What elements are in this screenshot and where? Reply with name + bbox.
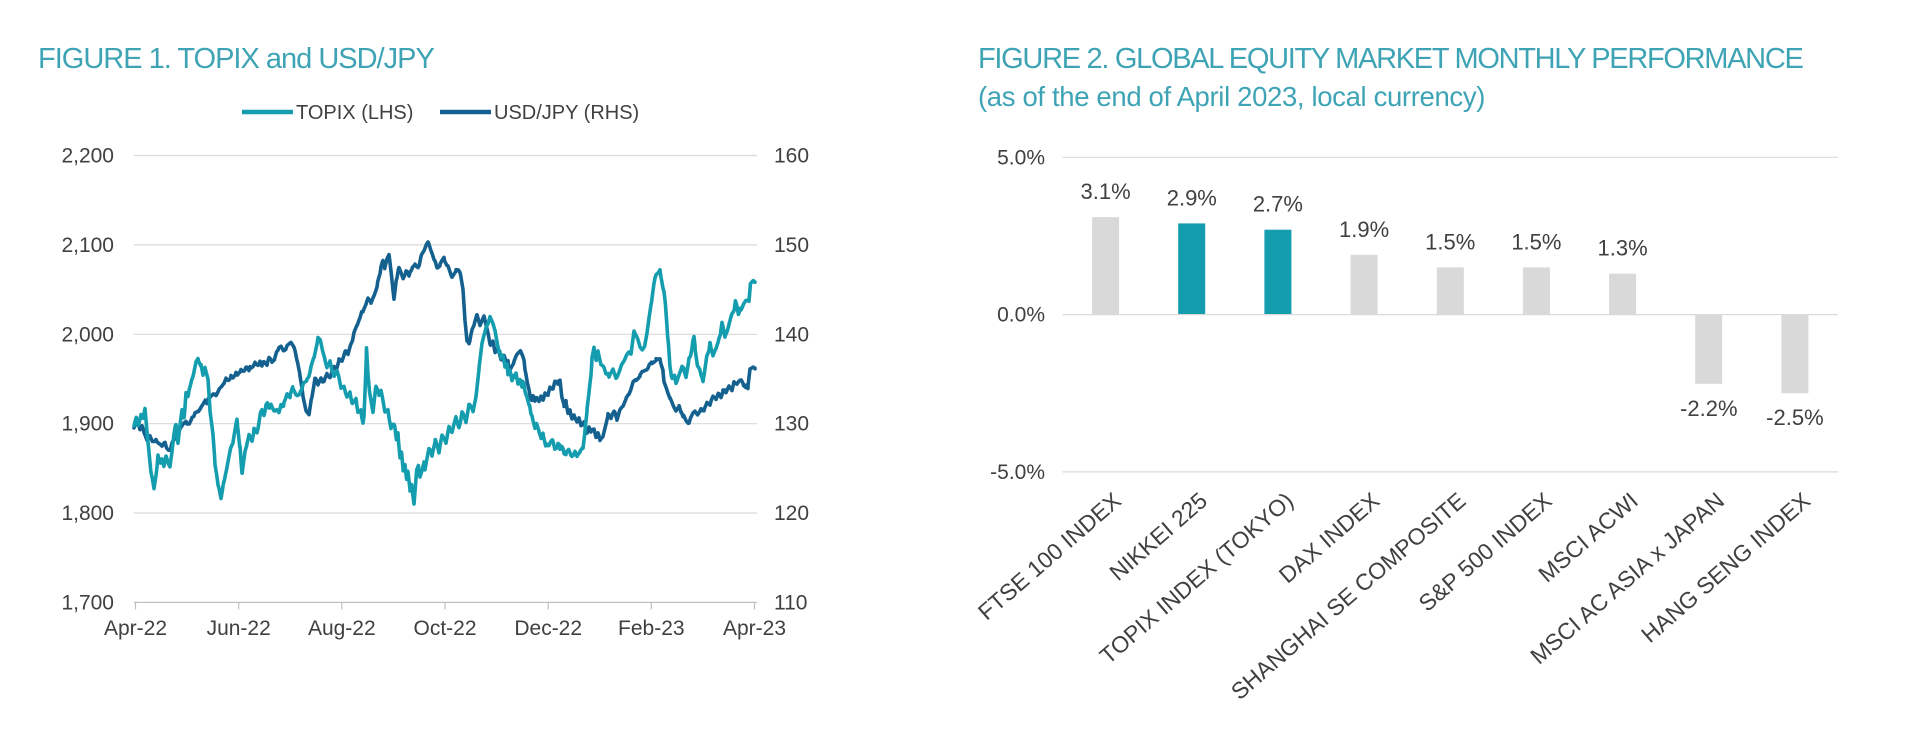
svg-text:140: 140 [774,323,809,346]
svg-text:0.0%: 0.0% [997,304,1045,327]
svg-text:(as of the end of April 2023,: (as of the end of April 2023, local curr… [978,81,1485,112]
svg-text:Feb-23: Feb-23 [618,617,685,640]
svg-text:2.7%: 2.7% [1253,192,1303,217]
svg-text:1.5%: 1.5% [1511,229,1561,254]
svg-text:TOPIX (LHS): TOPIX (LHS) [296,102,413,124]
svg-text:130: 130 [774,413,809,436]
svg-text:USD/JPY (RHS): USD/JPY (RHS) [494,102,639,124]
svg-text:Jun-22: Jun-22 [207,617,271,640]
svg-text:1,900: 1,900 [61,413,114,436]
svg-text:5.0%: 5.0% [997,146,1045,169]
svg-text:2.9%: 2.9% [1167,185,1217,210]
svg-text:2,000: 2,000 [61,323,114,346]
svg-text:Dec-22: Dec-22 [514,617,582,640]
svg-text:150: 150 [774,234,809,257]
svg-text:FIGURE 2. GLOBAL EQUITY MARKET: FIGURE 2. GLOBAL EQUITY MARKET MONTHLY P… [978,43,1803,75]
svg-text:-5.0%: -5.0% [990,461,1045,484]
svg-text:Apr-23: Apr-23 [723,617,786,640]
svg-text:Aug-22: Aug-22 [308,617,376,640]
svg-text:1.9%: 1.9% [1339,217,1389,242]
svg-text:-2.2%: -2.2% [1680,396,1737,421]
svg-text:1,700: 1,700 [61,591,114,614]
svg-text:1,800: 1,800 [61,502,114,525]
svg-text:2,200: 2,200 [61,145,114,168]
svg-text:3.1%: 3.1% [1081,179,1131,204]
svg-text:Oct-22: Oct-22 [413,617,476,640]
svg-text:Apr-22: Apr-22 [104,617,167,640]
svg-text:160: 160 [774,145,809,168]
svg-text:1.5%: 1.5% [1425,229,1475,254]
svg-text:FIGURE 1. TOPIX and USD/JPY: FIGURE 1. TOPIX and USD/JPY [38,43,434,75]
svg-text:120: 120 [774,502,809,525]
svg-text:1.3%: 1.3% [1598,236,1648,261]
svg-text:2,100: 2,100 [61,234,114,257]
svg-text:-2.5%: -2.5% [1766,405,1823,430]
svg-text:110: 110 [774,591,807,614]
